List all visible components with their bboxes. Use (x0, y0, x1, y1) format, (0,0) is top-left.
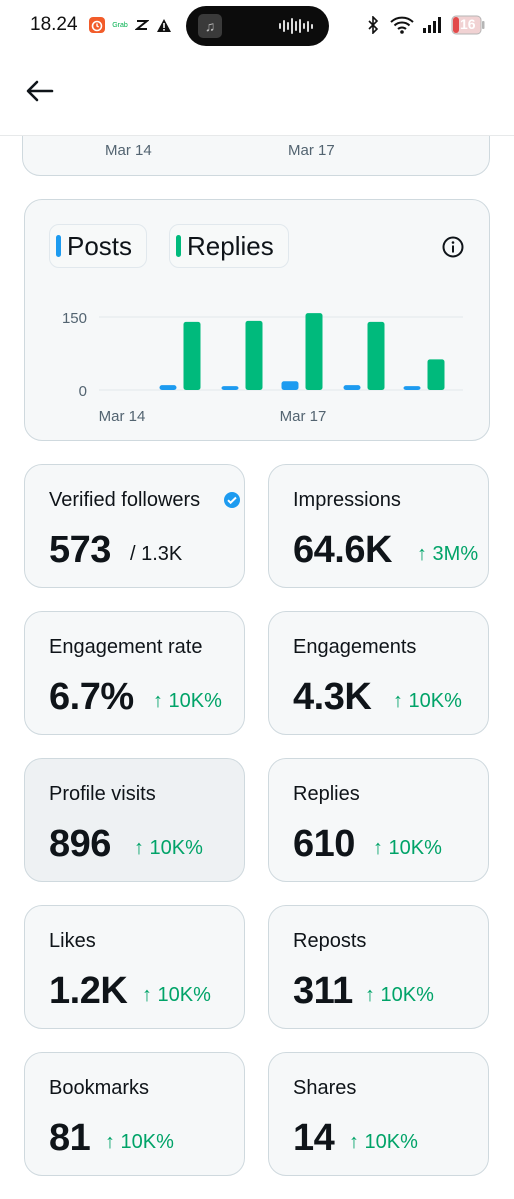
metric-value: 311 (293, 970, 353, 1012)
metric-card-reposts[interactable]: Reposts 311 ↑ 10K% (268, 905, 489, 1029)
back-arrow-icon (26, 80, 54, 102)
media-pill[interactable]: ♫ (186, 6, 329, 46)
grab-icon: Grab (110, 15, 130, 35)
grab-label: Grab (112, 21, 128, 29)
verified-badge-icon (224, 492, 240, 508)
posts-bar (221, 386, 239, 390)
legend-replies-label: Replies (187, 230, 274, 261)
y-tick-label: 150 (62, 310, 87, 327)
metric-label: Verified followers (49, 489, 201, 511)
battery-icon: 16 (450, 15, 486, 35)
link-icon (134, 15, 150, 35)
legend-replies-swatch (176, 235, 181, 257)
metric-value: 573 (49, 529, 111, 571)
metric-change: ↑ 10K% (153, 690, 222, 712)
metric-card-replies[interactable]: Replies 610 ↑ 10K% (268, 758, 489, 882)
metric-card-verified-followers[interactable]: Verified followers 573 / 1.3K (24, 464, 245, 588)
metric-label: Reposts (293, 930, 367, 952)
posts-bar (159, 385, 177, 390)
metric-label: Engagements (293, 636, 417, 658)
metric-label: Impressions (293, 489, 401, 511)
top-chart-date-mar14: Mar 14 (105, 142, 152, 159)
metric-card-profile-visits[interactable]: Profile visits 896 ↑ 10K% (24, 758, 245, 882)
metric-label: Profile visits (49, 783, 156, 805)
posts-bar (403, 386, 421, 390)
posts-replies-chart-card: Posts Replies 150 0 Mar 14 Mar 17 (24, 199, 490, 441)
bar-chart: 150 0 Mar 14 Mar 17 (62, 310, 463, 425)
metric-card-shares[interactable]: Shares 14 ↑ 10K% (268, 1052, 489, 1176)
metric-change: ↑ 10K% (349, 1131, 418, 1153)
legend-posts-label: Posts (67, 230, 133, 261)
metric-value: 1.2K (49, 970, 128, 1012)
replies-bar (305, 313, 323, 390)
back-button[interactable] (22, 76, 58, 106)
replies-bar (183, 321, 201, 390)
metric-change: ↑ 10K% (373, 837, 442, 859)
metric-change: ↑ 10K% (105, 1131, 174, 1153)
metric-change: ↑ 10K% (134, 837, 203, 859)
status-bar: 18.24 Grab ♫ 16 (0, 0, 514, 50)
app-header (0, 50, 514, 136)
top-chart-date-mar17: Mar 17 (288, 142, 335, 159)
metric-card-bookmarks[interactable]: Bookmarks 81 ↑ 10K% (24, 1052, 245, 1176)
metric-value: 6.7% (49, 676, 134, 718)
music-note-icon: ♫ (198, 14, 222, 38)
x-tick-label: Mar 17 (280, 408, 327, 425)
metric-label: Engagement rate (49, 636, 203, 658)
metric-change: ↑ 10K% (365, 984, 434, 1006)
metric-change: ↑ 3M% (417, 543, 479, 565)
metric-value: 4.3K (293, 676, 372, 718)
battery-level: 16 (460, 16, 476, 32)
metric-change: ↑ 10K% (393, 690, 462, 712)
metric-value: 610 (293, 823, 355, 865)
x-tick-label: Mar 14 (99, 408, 146, 425)
audio-wave-icon (279, 18, 313, 34)
alarm-icon (88, 15, 106, 35)
metric-label: Likes (49, 930, 96, 952)
replies-bar (245, 320, 263, 390)
metric-label: Replies (293, 783, 360, 805)
posts-bar (281, 381, 299, 390)
info-icon (442, 236, 464, 258)
legend-posts-swatch (56, 235, 61, 257)
status-time: 18.24 (30, 14, 78, 35)
legend-posts[interactable]: Posts (49, 224, 147, 268)
metric-label: Shares (293, 1077, 357, 1099)
warning-icon (155, 15, 173, 35)
legend-replies[interactable]: Replies (169, 224, 289, 268)
metric-value: 81 (49, 1117, 91, 1159)
replies-bar (427, 359, 445, 390)
bluetooth-icon (366, 15, 380, 35)
info-button[interactable] (441, 235, 465, 259)
metric-label: Bookmarks (49, 1077, 150, 1099)
wifi-icon (390, 15, 414, 35)
metric-value: 896 (49, 823, 111, 865)
metric-value: 14 (293, 1117, 335, 1159)
metric-total: / 1.3K (130, 543, 183, 565)
metric-value: 64.6K (293, 529, 392, 571)
metric-card-likes[interactable]: Likes 1.2K ↑ 10K% (24, 905, 245, 1029)
y-tick-label: 0 (79, 383, 87, 400)
metric-card-impressions[interactable]: Impressions 64.6K ↑ 3M% (268, 464, 489, 588)
metric-card-engagement-rate[interactable]: Engagement rate 6.7% ↑ 10K% (24, 611, 245, 735)
metric-change: ↑ 10K% (142, 984, 211, 1006)
signal-icon (421, 15, 443, 35)
metric-card-engagements[interactable]: Engagements 4.3K ↑ 10K% (268, 611, 489, 735)
posts-bar (343, 385, 361, 390)
replies-bar (367, 321, 385, 390)
